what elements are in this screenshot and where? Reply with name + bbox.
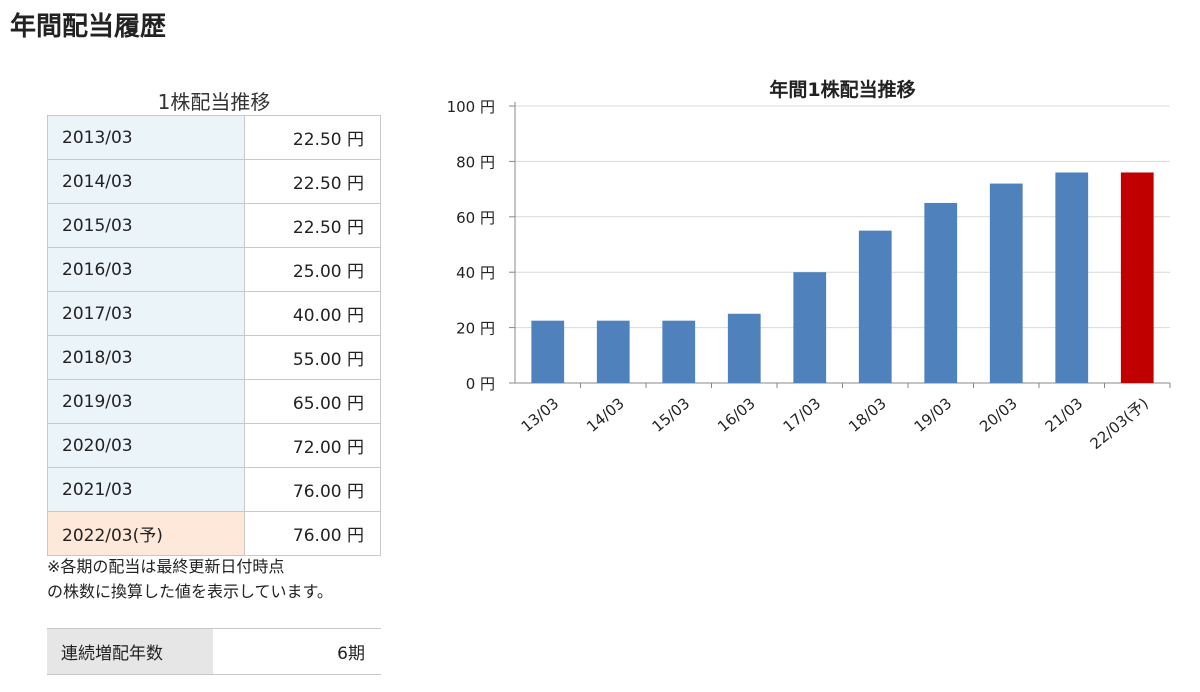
dividend-row: 2015/03 22.50 円 xyxy=(47,203,381,248)
x-tick-label: 22/03(予) xyxy=(1087,394,1152,453)
page-title: 年間配当履歴 xyxy=(10,12,167,42)
dividend-period: 2013/03 xyxy=(47,115,245,160)
y-tick-label: 40 円 xyxy=(456,264,495,282)
dividend-note: ※各期の配当は最終更新日付時点 の株数に換算した値を表示しています。 xyxy=(47,554,333,604)
bar xyxy=(662,320,696,383)
dividend-amount: 22.50 円 xyxy=(244,115,381,160)
dividend-row: 2013/03 22.50 円 xyxy=(47,115,381,160)
bar xyxy=(596,320,630,383)
dividend-amount: 25.00 円 xyxy=(244,247,381,292)
x-tick-label: 13/03 xyxy=(518,394,563,436)
x-tick-label: 21/03 xyxy=(1042,394,1087,436)
dividend-period: 2022/03(予) xyxy=(47,511,245,556)
dividend-amount: 76.00 円 xyxy=(244,467,381,512)
dividend-amount: 65.00 円 xyxy=(244,379,381,424)
dividend-amount: 55.00 円 xyxy=(244,335,381,380)
dividend-amount: 72.00 円 xyxy=(244,423,381,468)
x-tick-label: 19/03 xyxy=(911,394,956,436)
bar xyxy=(989,183,1023,383)
dividend-row: 2019/03 65.00 円 xyxy=(47,379,381,424)
x-tick-label: 18/03 xyxy=(845,394,890,436)
dividend-period: 2017/03 xyxy=(47,291,245,336)
dividend-period: 2016/03 xyxy=(47,247,245,292)
x-tick-label: 17/03 xyxy=(780,394,825,436)
dividend-period: 2014/03 xyxy=(47,159,245,204)
consecutive-increase-row: 連続増配年数 6期 xyxy=(47,628,381,675)
y-tick-label: 0 円 xyxy=(466,375,495,393)
bar xyxy=(924,202,958,383)
bar xyxy=(727,313,761,383)
y-tick-label: 20 円 xyxy=(456,320,495,338)
dividend-row: 2014/03 22.50 円 xyxy=(47,159,381,204)
dividend-period: 2015/03 xyxy=(47,203,245,248)
dividend-amount: 76.00 円 xyxy=(244,511,381,556)
annual-dividend-bar-chart: 年間1株配当推移 0 円 20 円 40 円 60 円 80 円 100 円 13/03 14/… xyxy=(447,78,1171,453)
y-tick-label: 100 円 xyxy=(447,98,495,116)
dividend-note-line-2: の株数に換算した値を表示しています。 xyxy=(47,582,333,601)
x-tick-label: 16/03 xyxy=(714,394,759,436)
bar xyxy=(531,320,565,383)
chart-title: 年間1株配当推移 xyxy=(769,78,915,101)
bar xyxy=(793,272,827,383)
dividend-history-table: 2013/03 22.50 円 2014/03 22.50 円 2015/03 22.50… xyxy=(47,115,381,556)
dividend-row: 2018/03 55.00 円 xyxy=(47,335,381,380)
bar xyxy=(858,230,892,383)
dividend-period: 2019/03 xyxy=(47,379,245,424)
y-tick-label: 60 円 xyxy=(456,209,495,227)
dividend-row: 2022/03(予) 76.00 円 xyxy=(47,511,381,556)
dividend-row: 2020/03 72.00 円 xyxy=(47,423,381,468)
dividend-row: 2021/03 76.00 円 xyxy=(47,467,381,512)
dividend-period: 2020/03 xyxy=(47,423,245,468)
x-tick-label: 20/03 xyxy=(976,394,1021,436)
dividend-note-line-1: ※各期の配当は最終更新日付時点 xyxy=(47,557,285,576)
dividend-table-caption: 1株配当推移 xyxy=(157,90,271,114)
bar xyxy=(1055,172,1089,383)
dividend-row: 2017/03 40.00 円 xyxy=(47,291,381,336)
dividend-amount: 40.00 円 xyxy=(244,291,381,336)
x-tick-label: 14/03 xyxy=(583,394,628,436)
dividend-amount: 22.50 円 xyxy=(244,203,381,248)
consecutive-increase-value: 6期 xyxy=(213,628,381,675)
bar xyxy=(1120,172,1154,383)
dividend-row: 2016/03 25.00 円 xyxy=(47,247,381,292)
y-tick-label: 80 円 xyxy=(456,153,495,171)
dividend-period: 2018/03 xyxy=(47,335,245,380)
consecutive-increase-label: 連続増配年数 xyxy=(47,628,213,675)
x-tick-label: 15/03 xyxy=(649,394,694,436)
consecutive-increase-table: 連続増配年数 6期 xyxy=(47,628,381,675)
dividend-amount: 22.50 円 xyxy=(244,159,381,204)
dividend-period: 2021/03 xyxy=(47,467,245,512)
